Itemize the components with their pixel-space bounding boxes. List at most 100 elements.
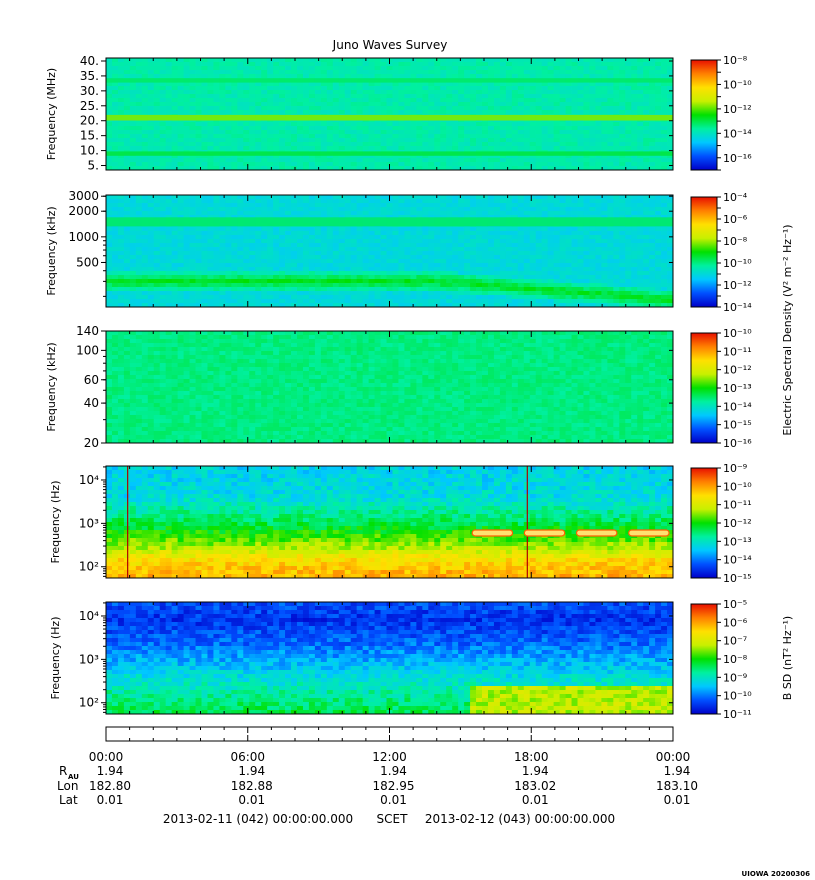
cell bbox=[207, 94, 214, 99]
cell bbox=[183, 98, 190, 103]
cell bbox=[356, 287, 364, 292]
cell bbox=[129, 90, 137, 95]
cell bbox=[571, 275, 578, 280]
cell bbox=[153, 195, 161, 200]
cell bbox=[661, 122, 668, 127]
cell bbox=[147, 243, 155, 248]
cell bbox=[667, 98, 674, 103]
cell bbox=[261, 82, 268, 87]
cell bbox=[589, 227, 596, 232]
cell bbox=[440, 211, 447, 216]
cell bbox=[314, 251, 322, 256]
cell bbox=[380, 158, 387, 163]
cell bbox=[213, 66, 220, 71]
cell bbox=[470, 74, 477, 79]
cell bbox=[476, 130, 483, 135]
cell bbox=[547, 122, 555, 127]
cell bbox=[470, 283, 477, 288]
cell bbox=[213, 259, 220, 264]
cell bbox=[416, 86, 423, 91]
chart-title: Juno Waves Survey bbox=[332, 38, 448, 52]
cell bbox=[171, 235, 179, 240]
colorbar bbox=[690, 59, 718, 171]
cell bbox=[237, 251, 244, 256]
cell bbox=[106, 239, 113, 244]
cell bbox=[476, 247, 483, 252]
cell bbox=[482, 130, 489, 135]
cell bbox=[649, 243, 656, 248]
cell bbox=[667, 255, 674, 260]
cell bbox=[655, 154, 662, 159]
cell bbox=[649, 162, 656, 167]
cell bbox=[541, 70, 549, 75]
cell bbox=[667, 86, 674, 91]
cell bbox=[243, 162, 250, 167]
cell bbox=[404, 102, 411, 107]
cell bbox=[452, 158, 459, 163]
cell bbox=[344, 267, 352, 272]
cell bbox=[470, 102, 477, 107]
cell bbox=[380, 247, 387, 252]
cell bbox=[147, 195, 155, 200]
cell bbox=[201, 243, 208, 248]
cell bbox=[153, 110, 161, 115]
cell bbox=[410, 62, 417, 67]
cell bbox=[404, 162, 411, 167]
cell bbox=[667, 110, 674, 115]
cell bbox=[476, 215, 483, 220]
cell bbox=[535, 126, 543, 131]
cell bbox=[577, 98, 584, 103]
cell bbox=[129, 279, 137, 284]
cell bbox=[189, 211, 196, 216]
cell bbox=[326, 146, 334, 151]
cell bbox=[201, 255, 208, 260]
cell bbox=[392, 287, 399, 292]
cell bbox=[141, 138, 149, 143]
cell bbox=[249, 122, 256, 127]
cell bbox=[523, 74, 531, 79]
cell bbox=[123, 138, 131, 143]
cell bbox=[655, 271, 662, 276]
cell bbox=[219, 86, 226, 91]
cell bbox=[649, 251, 656, 256]
cell bbox=[541, 142, 549, 147]
cell bbox=[368, 138, 375, 143]
cell bbox=[637, 102, 644, 107]
cell bbox=[607, 239, 614, 244]
cell bbox=[529, 243, 537, 248]
cell bbox=[380, 235, 387, 240]
cell bbox=[404, 203, 411, 208]
cell bbox=[171, 227, 179, 232]
cell bbox=[386, 283, 393, 288]
cell bbox=[296, 86, 304, 91]
cell bbox=[446, 154, 453, 159]
cell bbox=[649, 275, 656, 280]
cell bbox=[559, 195, 566, 200]
cell bbox=[159, 267, 167, 272]
cell bbox=[464, 138, 471, 143]
cell bbox=[320, 275, 328, 280]
cell bbox=[565, 106, 572, 111]
colorbar-tick-label: 10⁻¹⁶ bbox=[723, 152, 752, 165]
cell bbox=[123, 166, 131, 171]
cell bbox=[428, 199, 435, 204]
cell bbox=[135, 211, 143, 216]
cell bbox=[147, 106, 155, 111]
cell bbox=[350, 275, 358, 280]
cell bbox=[213, 102, 220, 107]
y-tick-label: 5. bbox=[88, 159, 99, 173]
cell bbox=[374, 106, 381, 111]
cell bbox=[529, 142, 537, 147]
cell bbox=[350, 158, 358, 163]
cell bbox=[553, 283, 560, 288]
cell bbox=[667, 239, 674, 244]
cell bbox=[219, 195, 226, 200]
cell bbox=[344, 58, 352, 63]
cell bbox=[368, 66, 375, 71]
cell bbox=[189, 86, 196, 91]
cell bbox=[344, 138, 352, 143]
cell bbox=[159, 279, 167, 284]
cell bbox=[601, 203, 608, 208]
cell bbox=[643, 110, 650, 115]
cell bbox=[428, 138, 435, 143]
